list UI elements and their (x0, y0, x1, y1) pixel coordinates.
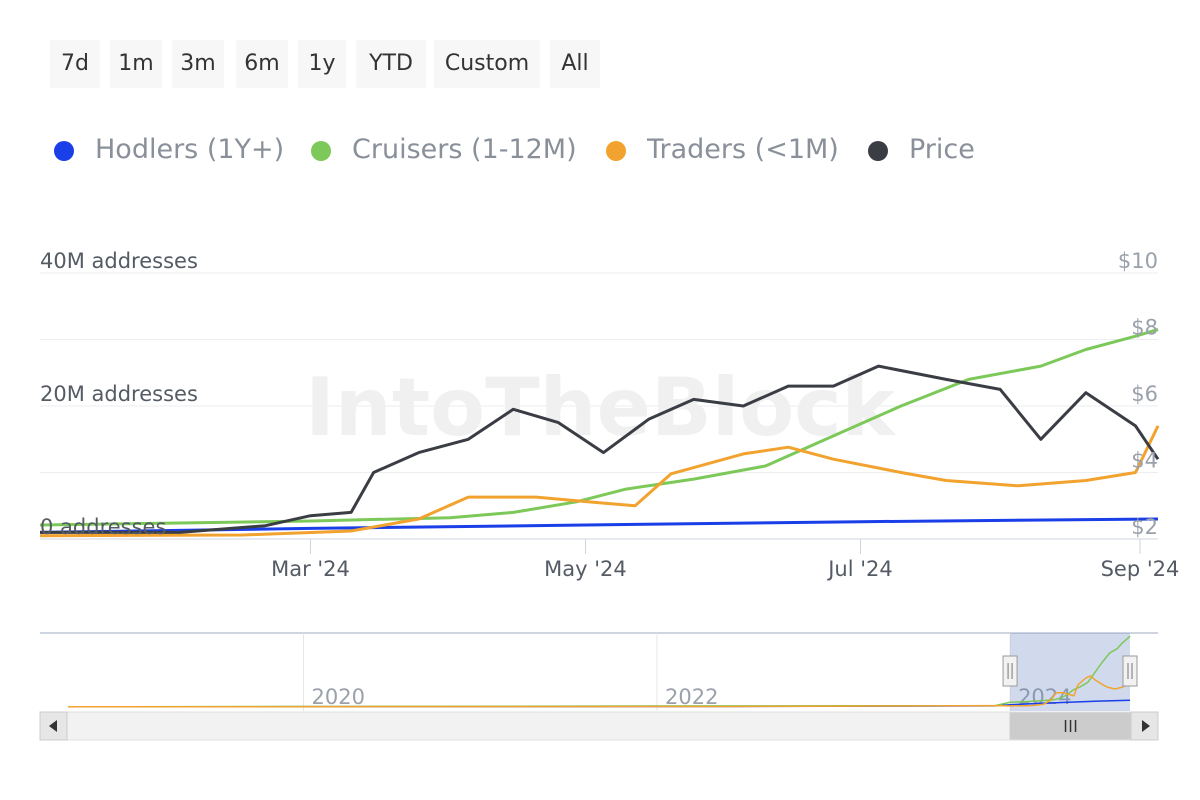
range-custom-button[interactable]: Custom (434, 40, 540, 88)
legend-item-hodlers[interactable]: Hodlers (1Y+) (54, 130, 286, 170)
range-6m-button[interactable]: 6m (236, 40, 288, 88)
range-1m-button[interactable]: 1m (110, 40, 162, 88)
range-ytd-button[interactable]: YTD (356, 40, 426, 88)
handle-body (1122, 655, 1138, 687)
scrollbar-track (39, 711, 1159, 741)
legend-item-price[interactable]: Price (868, 130, 988, 170)
grid-lines (40, 272, 1158, 540)
legend-dot-price (868, 141, 888, 161)
series-line-cruisers (39, 328, 1159, 527)
legend-item-cruisers[interactable]: Cruisers (1-12M) (311, 130, 586, 170)
legend-label-traders: Traders (<1M) (647, 134, 839, 165)
navigator-line-cruisers (67, 635, 1131, 708)
watermark-text: IntoTheBlock (305, 361, 896, 454)
y-left-tick-label: 0 addresses (40, 515, 166, 539)
x-tick-label: Jul '24 (826, 557, 893, 581)
navigator-background (40, 633, 1158, 711)
navigator-selection (1010, 633, 1130, 711)
navigator-line-traders (67, 668, 1131, 708)
legend-label-hodlers: Hodlers (1Y+) (95, 134, 285, 165)
x-tick-label: Sep '24 (1101, 557, 1180, 581)
y-right-tick-label: $6 (1131, 382, 1158, 406)
y-right-tick-label: $8 (1131, 316, 1158, 340)
navigator-right-handle[interactable] (1122, 655, 1138, 687)
chevron-right-icon (1142, 720, 1150, 732)
main-chart: IntoTheBlock $2 $4 $6 $8 $10 0 addresses 20M a… (39, 249, 1179, 581)
navigator-left-handle[interactable] (1002, 655, 1018, 687)
y-left-tick-label: 20M addresses (40, 382, 198, 406)
navigator-tick-label: 2022 (665, 685, 718, 709)
range-3m-button[interactable]: 3m (172, 40, 224, 88)
scrollbar-right-arrow-button[interactable] (1130, 711, 1159, 741)
scrollbar-left-arrow-button[interactable] (39, 711, 68, 741)
navigator-scrollbar[interactable] (39, 711, 1159, 741)
handle-body (1002, 655, 1018, 687)
y-right-tick-label: $10 (1118, 249, 1158, 273)
y-right-tick-label: $4 (1131, 449, 1158, 473)
y-right-tick-label: $2 (1131, 515, 1158, 539)
legend-label-price: Price (909, 134, 975, 165)
range-7d-button[interactable]: 7d (50, 40, 100, 88)
series-layer (39, 328, 1160, 538)
y-left-tick-label: 40M addresses (40, 249, 198, 273)
navigator-layer: 202020222024 (39, 632, 1159, 741)
series-line-price (40, 364, 1160, 534)
range-all-button[interactable]: All (550, 40, 600, 88)
axis-layer: $2 $4 $6 $8 $10 0 addresses 20M addresses 40M a… (40, 249, 1179, 581)
series-line-traders (39, 425, 1160, 538)
legend-dot-cruisers (311, 141, 331, 161)
x-tick-label: May '24 (544, 557, 627, 581)
legend-label-cruisers: Cruisers (1-12M) (352, 134, 577, 165)
legend-dot-traders (606, 141, 626, 161)
range-1y-button[interactable]: 1y (298, 40, 346, 88)
navigator-tick-label: 2020 (312, 685, 365, 709)
legend-item-traders[interactable]: Traders (<1M) (606, 130, 896, 170)
x-tick-label: Mar '24 (271, 557, 350, 581)
legend-dot-hodlers (54, 141, 74, 161)
chevron-left-icon (49, 720, 57, 732)
